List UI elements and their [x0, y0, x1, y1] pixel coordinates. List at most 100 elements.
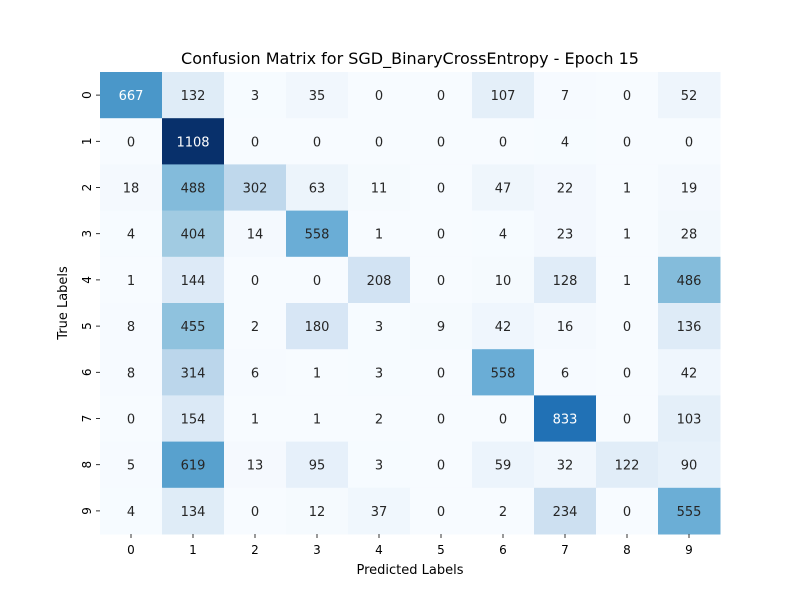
cell-value-1-4: 0: [375, 135, 383, 150]
y-tick-label-8: 8: [80, 461, 94, 469]
cell-value-4-0: 1: [127, 274, 135, 289]
heatmap-cell-1-0: [100, 118, 163, 165]
heatmap-cell-5-2: [224, 303, 287, 350]
y-tick-label-1: 1: [80, 137, 94, 145]
cell-value-4-7: 128: [553, 274, 578, 289]
heatmap-cell-6-7: [534, 349, 597, 396]
heatmap-cell-9-6: [472, 487, 535, 535]
cell-value-2-1: 488: [181, 182, 206, 197]
cell-value-8-8: 122: [615, 459, 640, 474]
heatmap-cell-7-8: [596, 395, 659, 443]
cell-value-7-3: 1: [313, 413, 321, 428]
cell-value-2-4: 11: [371, 182, 388, 197]
cell-value-8-4: 3: [375, 459, 383, 474]
cell-value-6-6: 558: [491, 366, 516, 381]
heatmap-cell-3-9: [658, 210, 721, 258]
heatmap-cells: 667 132 3 35 0 0 107 7 0 520 1108 0 0 0 0 0 4 0 018 488 302 6…: [100, 72, 721, 535]
cell-value-9-5: 0: [437, 505, 445, 520]
x-tick-label-1: 1: [189, 543, 197, 557]
heatmap-cell-8-1: [162, 441, 225, 489]
y-tick-label-9: 9: [80, 507, 94, 515]
cell-value-5-8: 0: [623, 320, 631, 335]
cell-value-5-7: 16: [557, 320, 574, 335]
cell-value-5-0: 8: [127, 320, 135, 335]
cell-value-5-5: 9: [437, 320, 445, 335]
heatmap-cell-7-4: [348, 395, 411, 443]
x-tick-label-7: 7: [561, 543, 569, 557]
heatmap-cell-0-7: [534, 72, 597, 119]
cell-value-2-0: 18: [123, 182, 140, 197]
cell-value-8-9: 90: [681, 459, 698, 474]
x-tick-label-8: 8: [623, 543, 631, 557]
cell-value-6-3: 1: [313, 366, 321, 381]
y-tick-label-5: 5: [80, 322, 94, 330]
cell-value-8-2: 13: [247, 459, 264, 474]
cell-value-4-6: 10: [495, 274, 512, 289]
cell-value-0-1: 132: [181, 89, 206, 104]
heatmap-cell-7-7: [534, 395, 597, 443]
heatmap-cell-4-4: [348, 256, 411, 304]
cell-value-7-2: 1: [251, 413, 259, 428]
cell-value-7-4: 2: [375, 413, 383, 428]
heatmap-cell-1-1: [162, 118, 225, 165]
heatmap-cell-6-4: [348, 349, 411, 396]
x-axis-label: Predicted Labels: [356, 563, 463, 578]
cell-value-0-3: 35: [309, 89, 326, 104]
cell-value-0-9: 52: [681, 89, 698, 104]
y-axis-label: True Labels: [56, 266, 71, 341]
cell-value-7-5: 0: [437, 413, 445, 428]
cell-value-2-6: 47: [495, 182, 512, 197]
cell-value-7-9: 103: [677, 413, 702, 428]
x-tick-label-6: 6: [499, 543, 507, 557]
cell-value-6-8: 0: [623, 366, 631, 381]
cell-value-3-9: 28: [681, 228, 698, 243]
heatmap-cell-5-5: [410, 303, 473, 350]
heatmap-cell-7-0: [100, 395, 163, 443]
cell-value-0-7: 7: [561, 89, 569, 104]
heatmap-cell-9-9: [658, 487, 721, 535]
cell-value-8-1: 619: [181, 459, 206, 474]
heatmap-cell-8-8: [596, 441, 659, 489]
heatmap-cell-0-2: [224, 72, 287, 119]
cell-value-2-8: 1: [623, 182, 631, 197]
cell-value-9-6: 2: [499, 505, 507, 520]
y-tick-label-2: 2: [80, 184, 94, 192]
heatmap-cell-6-5: [410, 349, 473, 396]
cell-value-1-8: 0: [623, 135, 631, 150]
heatmap-cell-5-8: [596, 303, 659, 350]
cell-value-4-9: 486: [677, 274, 702, 289]
heatmap-cell-3-6: [472, 210, 535, 258]
cell-value-8-6: 59: [495, 459, 512, 474]
cell-value-9-0: 4: [127, 505, 135, 520]
heatmap-cell-2-8: [596, 164, 659, 212]
heatmap-cell-6-1: [162, 349, 225, 396]
heatmap-cell-8-4: [348, 441, 411, 489]
heatmap-cell-3-0: [100, 210, 163, 258]
cell-value-2-3: 63: [309, 182, 326, 197]
heatmap-cell-0-6: [472, 72, 535, 119]
cell-value-9-4: 37: [371, 505, 388, 520]
cell-value-0-2: 3: [251, 89, 259, 104]
cell-value-6-4: 3: [375, 366, 383, 381]
heatmap-cell-4-1: [162, 256, 225, 304]
cell-value-1-2: 0: [251, 135, 259, 150]
heatmap-cell-3-5: [410, 210, 473, 258]
heatmap-cell-6-6: [472, 349, 535, 396]
cell-value-3-2: 14: [247, 228, 264, 243]
cell-value-7-1: 154: [181, 413, 206, 428]
cell-value-4-2: 0: [251, 274, 259, 289]
cell-value-9-8: 0: [623, 505, 631, 520]
cell-value-9-1: 134: [181, 505, 206, 520]
cell-value-3-4: 1: [375, 228, 383, 243]
cell-value-6-1: 314: [181, 366, 206, 381]
cell-value-1-3: 0: [313, 135, 321, 150]
cell-value-3-8: 1: [623, 228, 631, 243]
heatmap-cell-4-5: [410, 256, 473, 304]
cell-value-3-3: 558: [305, 228, 330, 243]
heatmap-cell-1-9: [658, 118, 721, 165]
heatmap-cell-6-9: [658, 349, 721, 396]
heatmap-cell-1-7: [534, 118, 597, 165]
cell-value-6-7: 6: [561, 366, 569, 381]
cell-value-4-3: 0: [313, 274, 321, 289]
heatmap-cell-5-1: [162, 303, 225, 350]
